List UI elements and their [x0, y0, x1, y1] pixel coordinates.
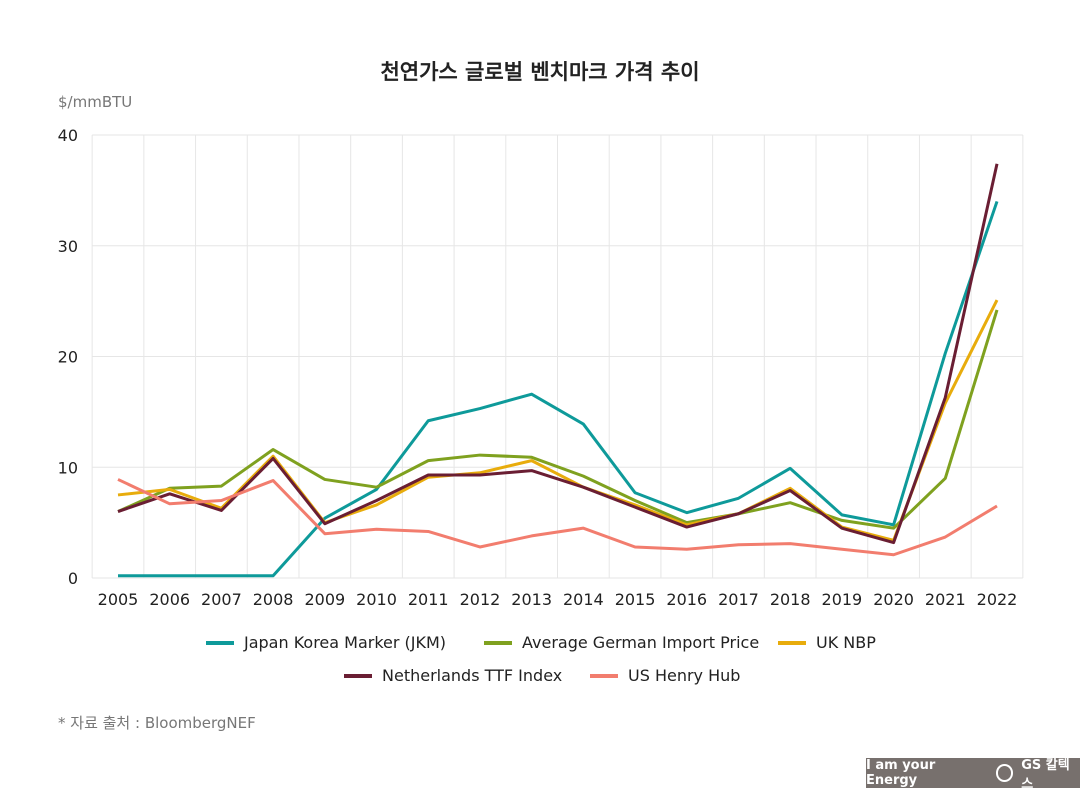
y-tick-label: 0 — [68, 569, 78, 588]
series-line — [118, 200, 999, 578]
x-tick-label: 2022 — [977, 590, 1018, 609]
y-tick-label: 30 — [58, 237, 78, 256]
brand-banner: I am your Energy GS 칼텍스 — [866, 758, 1080, 792]
legend-swatch — [484, 640, 512, 645]
legend-label: Average German Import Price — [522, 633, 760, 652]
legend-swatch — [778, 640, 806, 645]
y-tick-label: 40 — [58, 126, 78, 145]
x-tick-label: 2014 — [563, 590, 604, 609]
series-line — [117, 309, 999, 530]
gs-logo-icon — [995, 764, 1014, 782]
brand-logo-text: GS 칼텍스 — [1021, 758, 1070, 792]
x-tick-label: 2019 — [822, 590, 863, 609]
y-tick-label: 20 — [58, 348, 78, 367]
legend-item: US Henry Hub — [590, 666, 740, 685]
x-tick-label: 2007 — [201, 590, 242, 609]
x-tick-label: 2017 — [718, 590, 759, 609]
x-tick-label: 2009 — [304, 590, 345, 609]
line-chart: 0 10 20 30 40 2005 2006 2007 2008 2009 2010 2011 201… — [58, 126, 1024, 609]
legend-label: Japan Korea Marker (JKM) — [244, 633, 447, 652]
x-tick-label: 2006 — [149, 590, 190, 609]
legend-item: Netherlands TTF Index — [344, 666, 562, 685]
chart-title: 천연가스 글로벌 벤치마크 가격 추이 — [380, 60, 700, 84]
x-tick-label: 2018 — [770, 590, 811, 609]
x-tick-label: 2021 — [925, 590, 966, 609]
x-tick-label: 2012 — [460, 590, 501, 609]
x-tick-label: 2008 — [253, 590, 294, 609]
x-tick-label: 2011 — [408, 590, 449, 609]
legend-item: Japan Korea Marker (JKM) — [206, 633, 446, 652]
series-line — [117, 163, 999, 545]
x-tick-label: 2005 — [98, 590, 139, 609]
x-tick-label: 2015 — [615, 590, 656, 609]
x-tick-label: 2013 — [511, 590, 552, 609]
source-note: * 자료 출처 : BloombergNEF — [58, 714, 256, 732]
x-tick-label: 2020 — [873, 590, 914, 609]
legend-label: Netherlands TTF Index — [382, 666, 563, 685]
y-axis-unit: $/mmBTU — [58, 93, 133, 111]
x-tick-label: 2016 — [666, 590, 707, 609]
brand-slogan: I am your Energy — [866, 758, 936, 788]
x-tick-label: 2010 — [356, 590, 397, 609]
series-line — [117, 478, 998, 557]
legend-swatch — [206, 640, 234, 645]
legend-label: US Henry Hub — [628, 666, 741, 685]
legend-label: UK NBP — [816, 633, 876, 652]
y-tick-label: 10 — [58, 458, 78, 477]
legend-item: Average German Import Price — [484, 633, 759, 652]
legend-swatch — [344, 673, 372, 678]
legend-swatch — [590, 673, 618, 678]
legend-item: UK NBP — [778, 633, 876, 652]
